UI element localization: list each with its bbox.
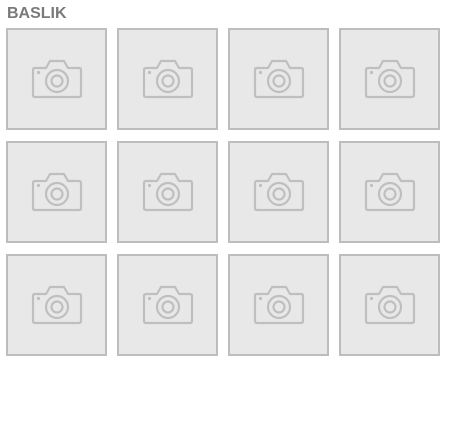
- photo-placeholder-tile[interactable]: [117, 141, 218, 243]
- camera-icon: [253, 59, 304, 99]
- photo-placeholder-tile[interactable]: [228, 28, 329, 130]
- photo-placeholder-tile[interactable]: [228, 254, 329, 356]
- camera-icon: [364, 172, 415, 212]
- photo-placeholder-tile[interactable]: [117, 254, 218, 356]
- photo-gallery-grid: [6, 28, 440, 356]
- camera-icon: [31, 172, 82, 212]
- camera-icon: [142, 285, 193, 325]
- camera-icon: [142, 59, 193, 99]
- camera-icon: [253, 172, 304, 212]
- photo-placeholder-tile[interactable]: [339, 28, 440, 130]
- camera-icon: [31, 285, 82, 325]
- photo-placeholder-tile[interactable]: [6, 141, 107, 243]
- camera-icon: [31, 59, 82, 99]
- camera-icon: [364, 59, 415, 99]
- photo-placeholder-tile[interactable]: [339, 254, 440, 356]
- photo-placeholder-tile[interactable]: [339, 141, 440, 243]
- camera-icon: [253, 285, 304, 325]
- camera-icon: [142, 172, 193, 212]
- photo-placeholder-tile[interactable]: [117, 28, 218, 130]
- photo-placeholder-tile[interactable]: [6, 28, 107, 130]
- photo-placeholder-tile[interactable]: [6, 254, 107, 356]
- photo-placeholder-tile[interactable]: [228, 141, 329, 243]
- page-title: BASLIK: [7, 5, 67, 22]
- camera-icon: [364, 285, 415, 325]
